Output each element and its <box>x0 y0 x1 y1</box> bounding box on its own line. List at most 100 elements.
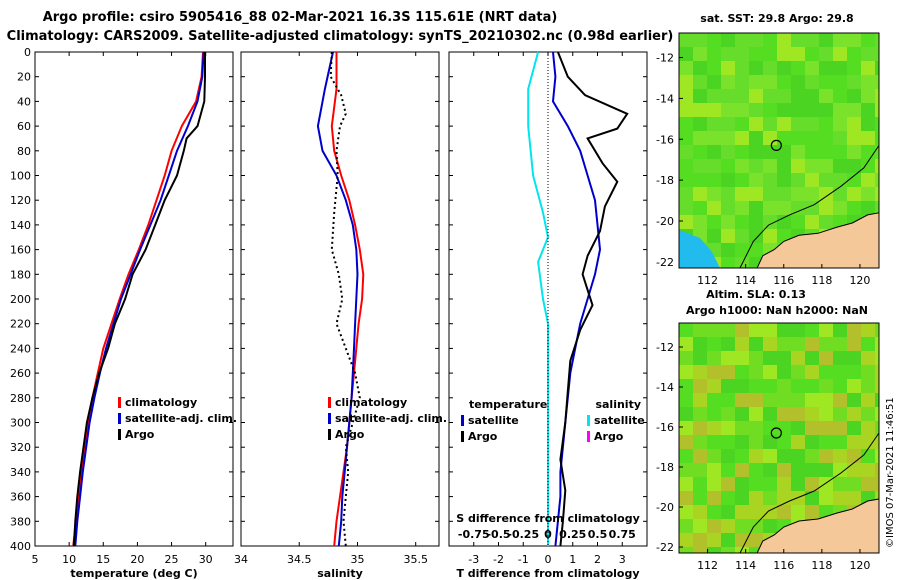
field-cell <box>875 421 879 435</box>
field-cell <box>791 89 805 103</box>
field-cell <box>707 61 721 75</box>
field-cell <box>693 33 707 47</box>
bathymetry-contour <box>739 432 880 554</box>
field-cell <box>679 463 693 477</box>
field-cell <box>721 393 735 407</box>
field-cell <box>805 173 819 187</box>
field-cell <box>833 173 847 187</box>
field-cell <box>805 491 819 505</box>
field-cell <box>679 533 693 547</box>
field-cell <box>777 187 791 201</box>
field-cell <box>721 421 735 435</box>
field-cell <box>721 131 735 145</box>
field-cell <box>875 463 879 477</box>
field-cell <box>875 449 879 463</box>
field-cell <box>679 407 693 421</box>
field-cell <box>749 117 763 131</box>
field-cell <box>693 463 707 477</box>
field-cell <box>805 215 819 229</box>
field-cell <box>721 407 735 421</box>
field-cell <box>833 421 847 435</box>
field-cell <box>777 117 791 131</box>
field-cell <box>861 89 875 103</box>
depth-tick-label: 400 <box>10 540 31 553</box>
temperature-panel: 0 20 40 60 80 100 120 140 160 180 200 220 240 260 280 3… <box>10 46 237 580</box>
field-cell <box>847 103 861 117</box>
legend-swatch <box>461 431 464 442</box>
field-cell <box>847 491 861 505</box>
field-cell <box>833 61 847 75</box>
field-cell <box>805 421 819 435</box>
field-cell <box>833 201 847 215</box>
field-cell <box>861 379 875 393</box>
field-cell <box>819 75 833 89</box>
field-cell <box>763 173 777 187</box>
field-cell <box>721 89 735 103</box>
field-cell <box>679 323 693 337</box>
field-cell <box>791 463 805 477</box>
salinity-plot-frame <box>240 51 440 547</box>
legend-label: satellite <box>468 414 519 427</box>
field-cell <box>805 47 819 61</box>
field-cell <box>707 435 721 449</box>
field-cell <box>861 421 875 435</box>
field-cell <box>707 533 721 547</box>
field-cell <box>833 89 847 103</box>
field-cell <box>819 145 833 159</box>
field-cell <box>777 159 791 173</box>
field-cell <box>735 351 749 365</box>
field-cell <box>707 393 721 407</box>
field-cell <box>805 505 819 519</box>
field-cell <box>805 145 819 159</box>
field-cell <box>679 159 693 173</box>
field-cell <box>721 145 735 159</box>
field-cell <box>791 159 805 173</box>
field-cell <box>833 103 847 117</box>
depth-tick-label: 20 <box>17 71 31 84</box>
field-cell <box>819 89 833 103</box>
field-cell <box>749 187 763 201</box>
field-cell <box>847 477 861 491</box>
field-cell <box>763 393 777 407</box>
field-cell <box>679 47 693 61</box>
field-cell <box>707 365 721 379</box>
field-cell <box>861 337 875 351</box>
field-cell <box>847 323 861 337</box>
field-cell <box>861 103 875 117</box>
field-cell <box>735 257 749 268</box>
field-cell <box>791 505 805 519</box>
field-cell <box>763 75 777 89</box>
difference-x-axis-label: T difference from climatology <box>456 567 639 580</box>
field-cell <box>679 89 693 103</box>
field-cell <box>749 351 763 365</box>
legend-label: climatology <box>125 396 197 409</box>
field-cell <box>735 33 749 47</box>
field-cell <box>693 533 707 547</box>
field-cell <box>707 103 721 117</box>
field-cell <box>721 351 735 365</box>
depth-tick-label: 100 <box>10 170 31 183</box>
field-cell <box>693 435 707 449</box>
field-cell <box>875 61 879 75</box>
field-cell <box>875 407 879 421</box>
depth-tick-label: 160 <box>10 244 31 257</box>
field-cell <box>777 393 791 407</box>
s-diff-tick-label: 0.75 <box>609 528 636 541</box>
field-cell <box>721 159 735 173</box>
field-cell <box>679 61 693 75</box>
field-cell <box>791 61 805 75</box>
field-cell <box>707 337 721 351</box>
field-cell <box>707 187 721 201</box>
field-cell <box>749 491 763 505</box>
field-cell <box>735 103 749 117</box>
latitude-tick-label: -18 <box>656 461 674 474</box>
field-cell <box>819 491 833 505</box>
field-cell <box>679 145 693 159</box>
latitude-tick-label: -16 <box>656 421 674 434</box>
field-cell <box>749 337 763 351</box>
field-cell <box>763 351 777 365</box>
field-cell <box>679 201 693 215</box>
field-cell <box>749 159 763 173</box>
legend-swatch <box>587 415 590 426</box>
field-cell <box>721 33 735 47</box>
